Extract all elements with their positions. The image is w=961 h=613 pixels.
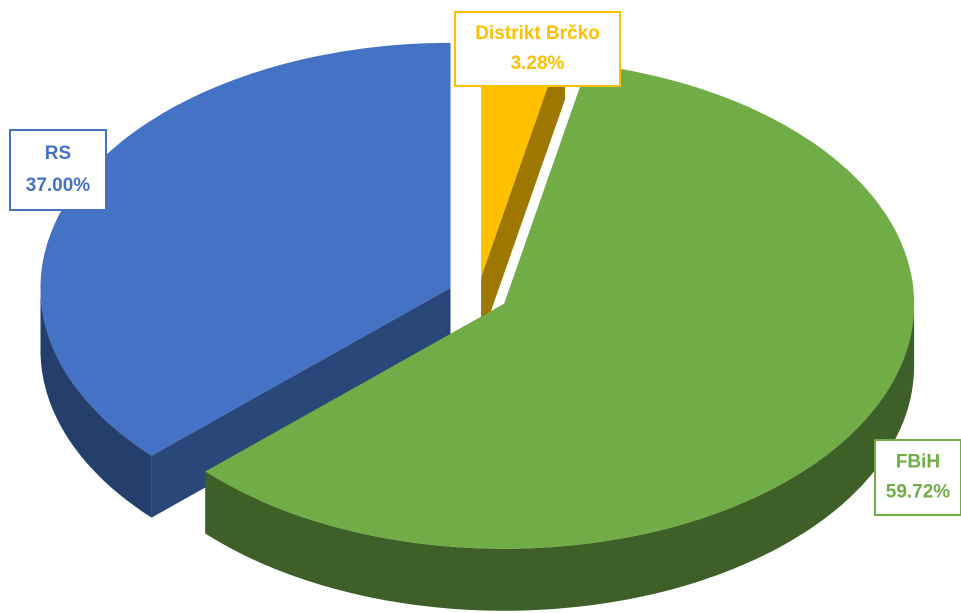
data-label-name: RS bbox=[45, 143, 71, 164]
slice-side-wall bbox=[40, 292, 152, 518]
data-label-box bbox=[874, 439, 961, 516]
data-label-box bbox=[9, 129, 107, 211]
data-label-value: 37.00% bbox=[26, 175, 91, 196]
data-label-name: Distrikt Brčko bbox=[475, 23, 600, 44]
data-label-name: FBiH bbox=[896, 452, 940, 473]
data-label-box bbox=[454, 11, 621, 87]
slice-side-wall bbox=[205, 306, 915, 611]
pie-slice bbox=[205, 64, 915, 549]
pie-slice bbox=[40, 42, 451, 456]
data-label-value: 59.72% bbox=[886, 482, 951, 503]
pie-slice bbox=[481, 32, 565, 278]
data-label-value: 3.28% bbox=[511, 53, 565, 74]
slice-cut-wall bbox=[481, 37, 565, 340]
